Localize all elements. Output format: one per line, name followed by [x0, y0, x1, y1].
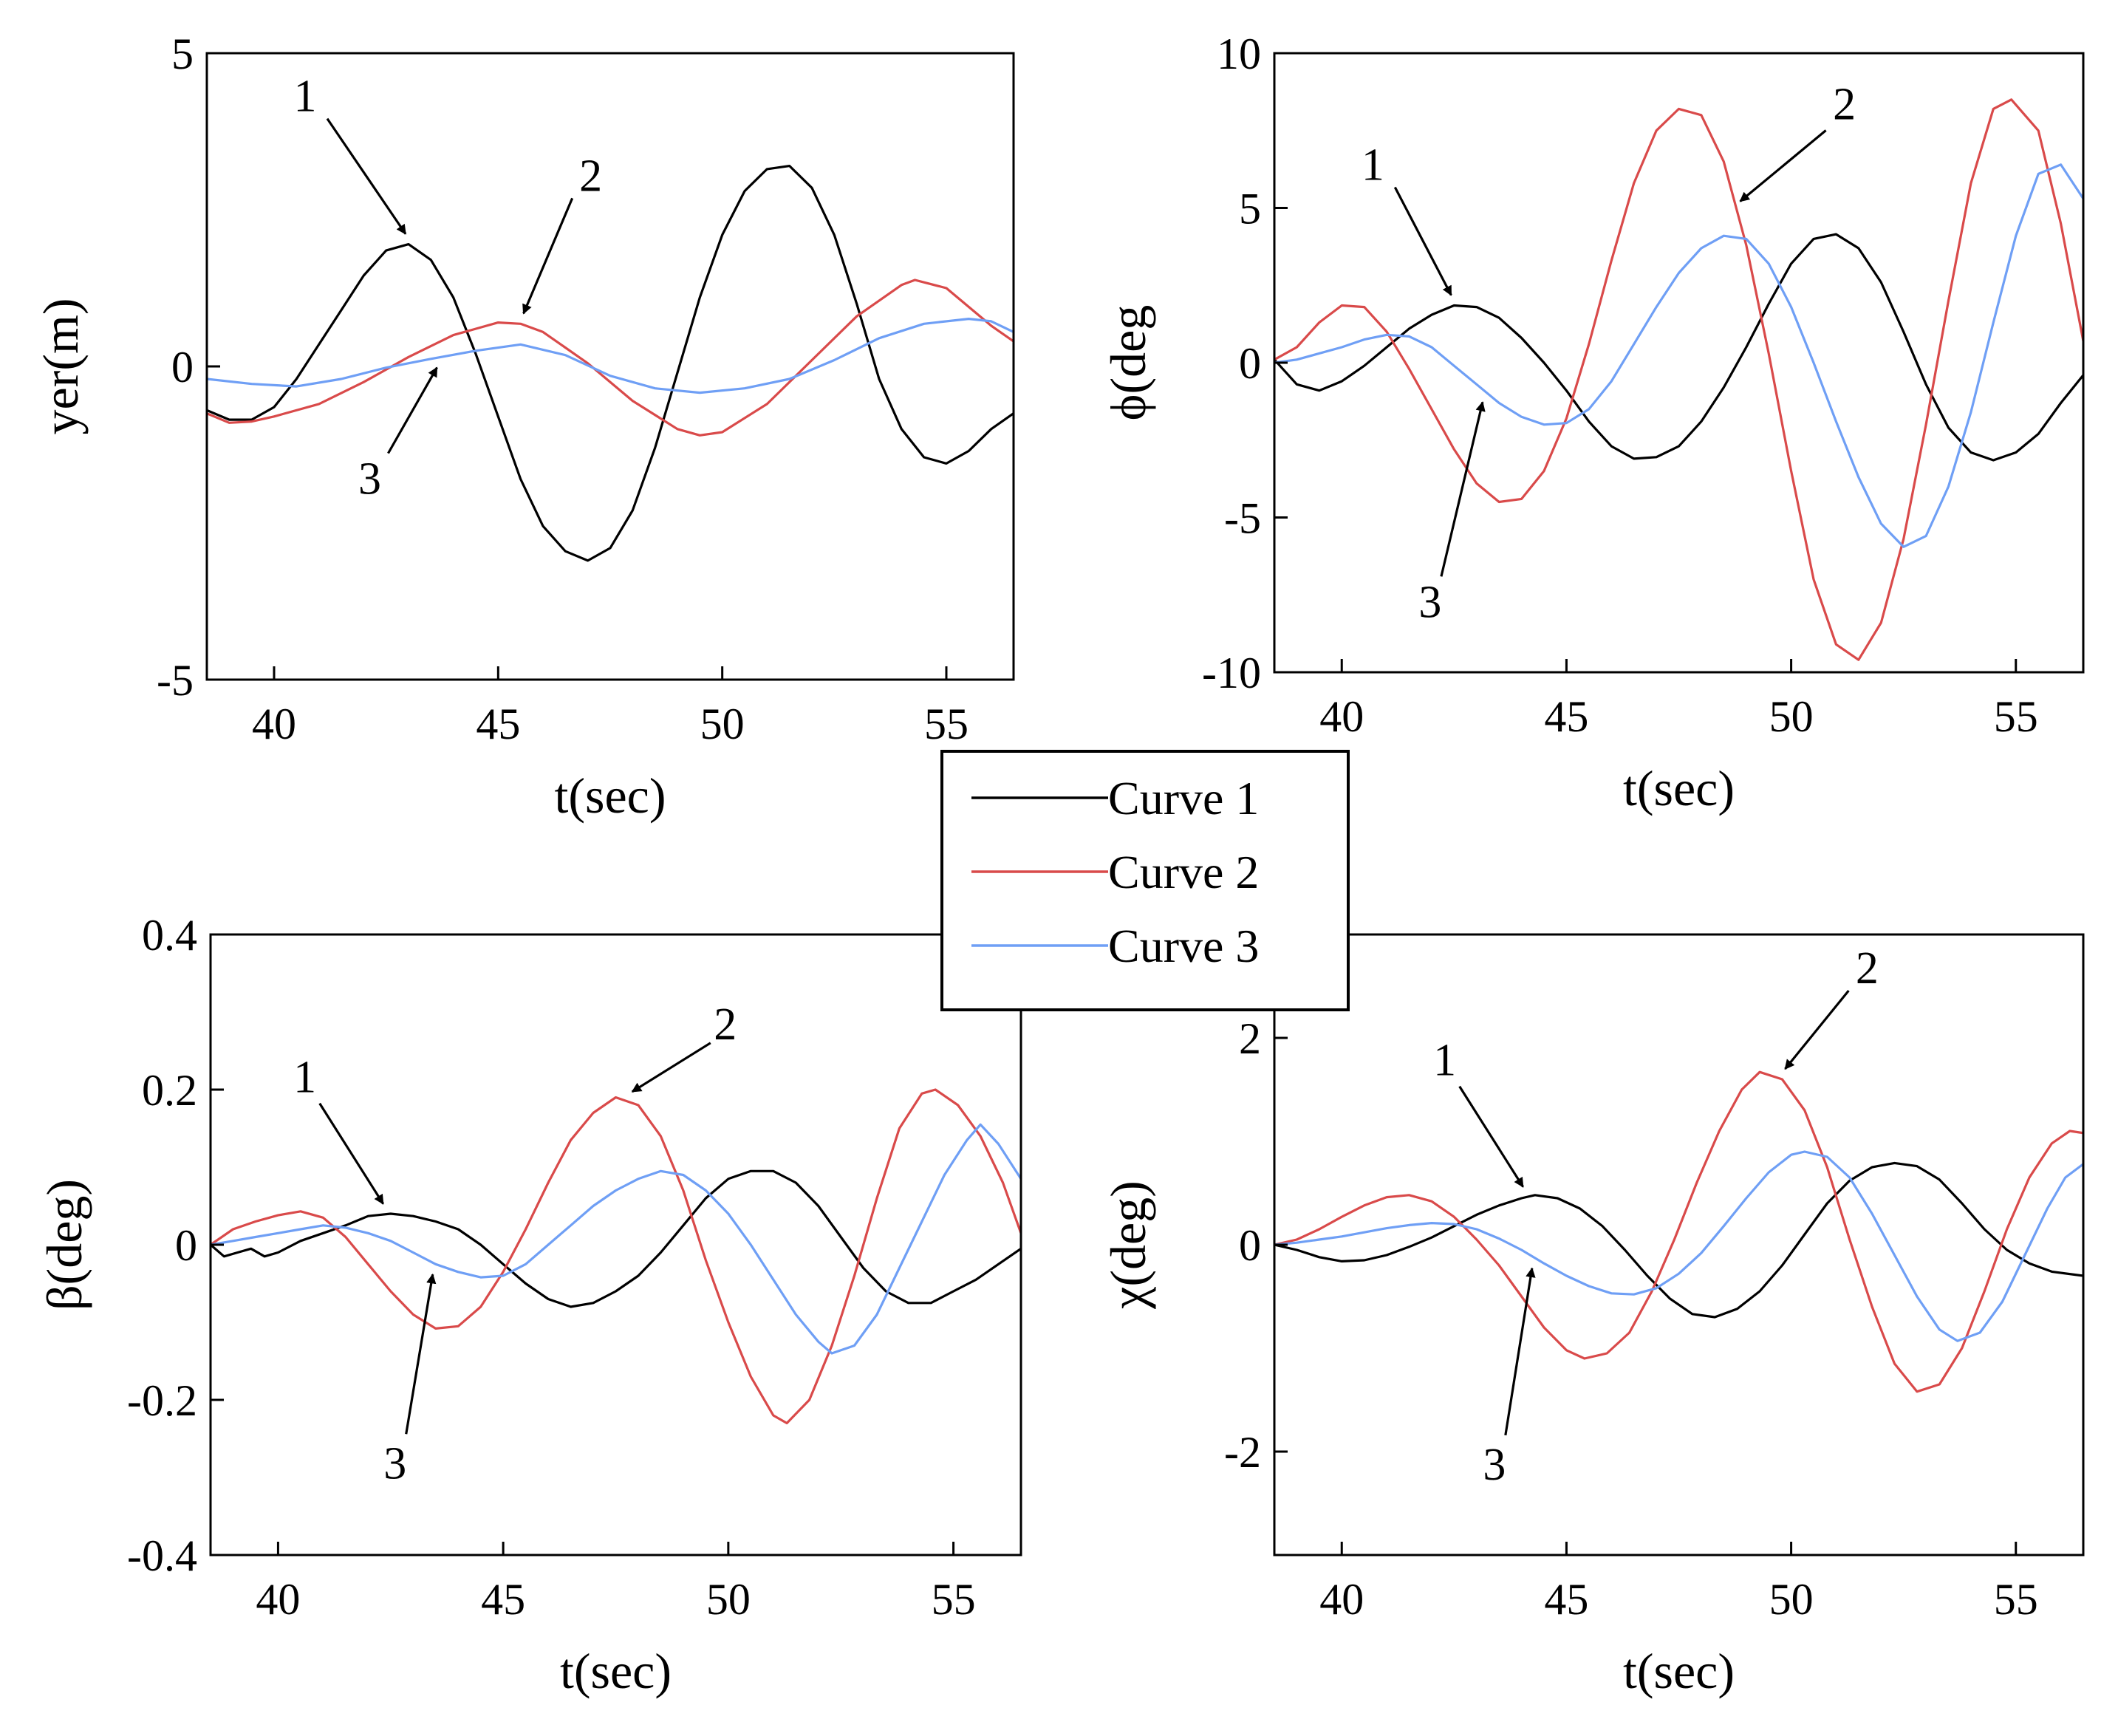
y-tick-label: -0.2 — [127, 1376, 197, 1425]
annotation-label: 1 — [293, 1053, 316, 1103]
x-tick-label: 40 — [252, 700, 296, 748]
legend-label-curve-3: Curve 3 — [1108, 920, 1259, 972]
series-line-curve-2 — [1274, 1070, 2083, 1393]
legend-label-curve-2: Curve 2 — [1108, 846, 1259, 898]
x-tick-label: 50 — [1769, 692, 1814, 741]
annotation-label: 3 — [1483, 1440, 1506, 1490]
annotation-arrow — [1458, 1085, 1525, 1188]
series-line-curve-1 — [1274, 233, 2083, 462]
annotation-arrow — [1504, 1267, 1536, 1436]
annotation-arrow — [1393, 186, 1452, 296]
y-tick-label: 10 — [1217, 30, 1261, 78]
x-tick-label: 50 — [700, 700, 745, 748]
annotation-label: 1 — [1362, 140, 1384, 190]
y-axis-label: χ(deg) — [1100, 1180, 1156, 1310]
x-tick-label: 55 — [1994, 1575, 2038, 1624]
x-tick-label: 55 — [1994, 692, 2038, 741]
legend-label-curve-1: Curve 1 — [1108, 772, 1259, 824]
x-axis-label: t(sec) — [554, 768, 666, 824]
series-line-curve-2 — [211, 1088, 1021, 1425]
annotation-label: 2 — [1833, 80, 1856, 130]
chart-panel-3: 40 45 50 55 -0.4 -0.2 0 0.2 0.4 t(sec) β(deg) 1 2 3 — [36, 911, 1022, 1699]
plot-frame — [209, 933, 1022, 1556]
annotation-arrow — [387, 366, 438, 454]
chart-panel-2: 40 45 50 55 -10 -5 0 5 10 t(sec) ϕ(deg 1 2 3 — [1100, 30, 2085, 816]
plot-frame — [1273, 52, 2085, 674]
series-line-curve-1 — [211, 1169, 1021, 1308]
annotation-arrow — [631, 1042, 711, 1093]
x-tick-label: 40 — [1319, 692, 1364, 741]
x-tick-label: 45 — [481, 1575, 525, 1624]
y-tick-label: 0.2 — [142, 1066, 197, 1115]
annotation-label: 2 — [579, 151, 602, 201]
annotation-arrow — [522, 197, 574, 315]
chart-panel-1: 40 45 50 55 -5 0 5 t(sec) yer(m) 1 2 3 — [33, 30, 1015, 824]
y-tick-label: -5 — [157, 656, 194, 705]
legend-box — [940, 750, 1350, 1011]
annotation-arrow — [318, 1102, 385, 1205]
x-axis-label: t(sec) — [560, 1643, 672, 1699]
plot-frame — [205, 52, 1015, 681]
y-tick-label: 0 — [171, 343, 194, 392]
y-tick-label: 0 — [175, 1221, 197, 1270]
y-tick-label: 2 — [1239, 1014, 1261, 1063]
annotation-arrow — [326, 117, 407, 235]
x-tick-label: 45 — [1544, 1575, 1588, 1624]
x-tick-label: 50 — [706, 1575, 751, 1624]
x-tick-label: 50 — [1769, 1575, 1814, 1624]
x-tick-label: 55 — [932, 1575, 976, 1624]
series-line-curve-3 — [207, 318, 1014, 394]
x-tick-label: 40 — [1319, 1575, 1364, 1624]
y-tick-label: 0 — [1239, 1221, 1261, 1270]
annotation-label: 3 — [358, 454, 381, 505]
series-line-curve-2 — [207, 278, 1014, 437]
y-tick-label: -10 — [1202, 649, 1261, 697]
series-line-curve-3 — [1274, 1150, 2083, 1342]
x-axis-label: t(sec) — [1623, 1643, 1735, 1699]
chart-panel-4: 40 45 50 55 -2 0 2 t(sec) χ(deg) 1 2 3 — [1100, 933, 2085, 1699]
annotation-arrow — [1440, 401, 1486, 577]
annotation-label: 1 — [294, 72, 317, 122]
y-axis-label: β(deg) — [36, 1179, 92, 1310]
series-line-curve-1 — [1274, 1161, 2083, 1319]
y-axis-label: yer(m) — [33, 298, 89, 434]
x-axis-label: t(sec) — [1623, 760, 1735, 816]
x-tick-label: 40 — [256, 1575, 300, 1624]
annotation-label: 3 — [1418, 577, 1441, 627]
series-line-curve-1 — [207, 165, 1014, 562]
x-tick-label: 45 — [476, 700, 520, 748]
annotation-arrow — [1784, 989, 1850, 1070]
series-line-curve-3 — [211, 1123, 1021, 1355]
plot-frame — [1273, 933, 2085, 1556]
y-tick-label: 5 — [1239, 185, 1261, 233]
y-tick-label: 5 — [171, 30, 194, 78]
y-tick-label: -0.4 — [127, 1531, 197, 1580]
y-tick-label: -2 — [1224, 1428, 1261, 1477]
y-axis-label: ϕ(deg — [1100, 305, 1156, 421]
x-tick-label: 45 — [1544, 692, 1588, 741]
annotation-label: 1 — [1433, 1036, 1456, 1086]
annotation-label: 2 — [1856, 943, 1879, 994]
series-line-curve-2 — [1274, 98, 2083, 661]
y-tick-label: -5 — [1224, 494, 1261, 543]
annotation-arrow — [1739, 129, 1827, 202]
legend: Curve 1 Curve 2 Curve 3 — [940, 750, 1350, 1011]
series-line-curve-3 — [1274, 163, 2083, 548]
annotation-arrow — [405, 1273, 437, 1435]
annotation-label: 3 — [383, 1438, 406, 1489]
y-tick-label: 0 — [1239, 339, 1261, 388]
x-tick-label: 55 — [924, 700, 968, 748]
annotation-label: 2 — [714, 999, 737, 1050]
y-tick-label: 0.4 — [142, 911, 197, 960]
